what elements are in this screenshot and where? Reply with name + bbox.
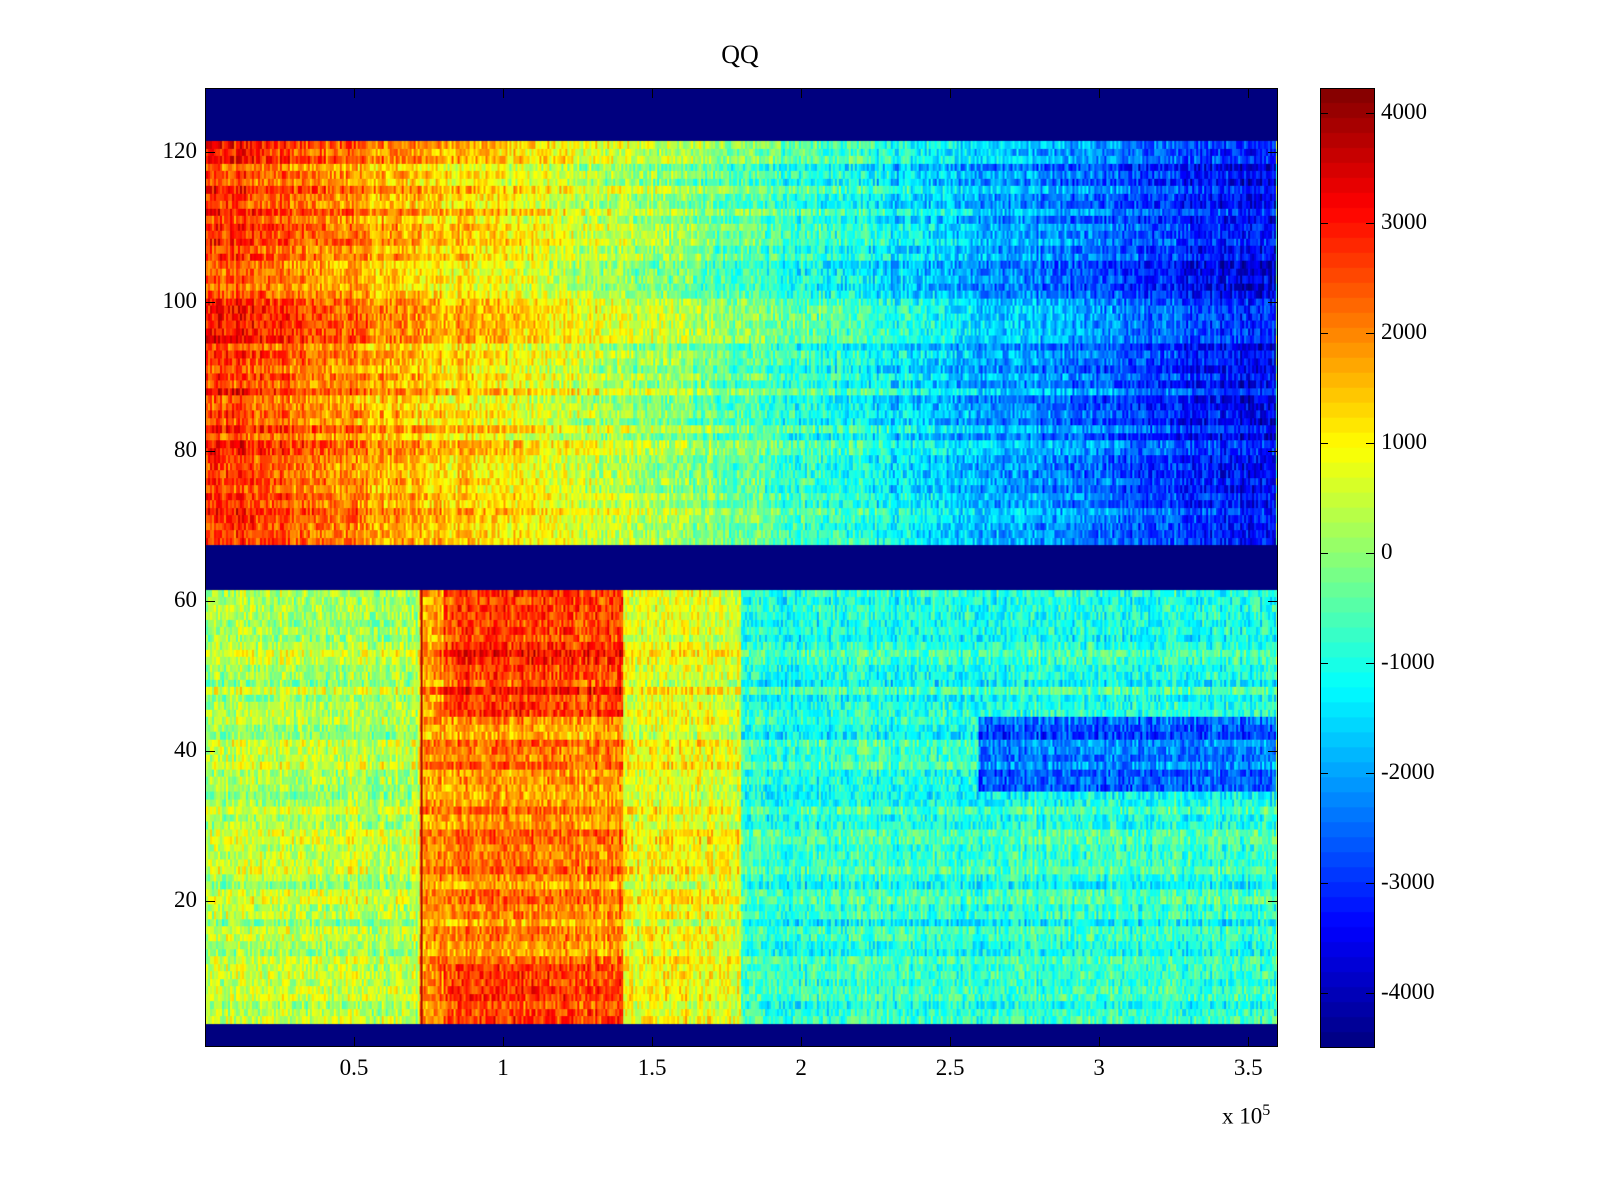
colorbar-tick-mark-right	[1366, 773, 1374, 775]
x-tick-mark-bottom	[1248, 1037, 1250, 1047]
x-tick-mark-top	[652, 88, 654, 98]
x-tick-label: 1.5	[637, 1055, 667, 1080]
x-tick-label: 3.5	[1233, 1055, 1263, 1080]
colorbar-tick-mark-left	[1320, 993, 1328, 995]
y-tick-mark-right	[1268, 151, 1278, 153]
x-tick-label: 0.5	[339, 1055, 369, 1080]
x-tick-mark-top	[801, 88, 803, 98]
colorbar-tick-mark-left	[1320, 333, 1328, 335]
colorbar-tick-label: -4000	[1381, 979, 1435, 1005]
colorbar-tick-label: -1000	[1381, 649, 1435, 675]
colorbar-tick-label: -2000	[1381, 759, 1435, 785]
heatmap-cells	[206, 89, 1277, 1046]
colorbar	[1320, 88, 1375, 1048]
y-tick-label: 20	[174, 886, 197, 912]
x-multiplier-base: x 10	[1222, 1103, 1263, 1129]
y-tick-label: 60	[174, 587, 197, 613]
colorbar-tick-mark-right	[1366, 553, 1374, 555]
colorbar-tick-label: -3000	[1381, 869, 1435, 895]
y-tick-label: 120	[162, 137, 198, 163]
x-axis-multiplier: x 105	[1222, 1102, 1270, 1130]
colorbar-tick-label: 4000	[1381, 99, 1427, 125]
y-tick-mark-left	[205, 751, 215, 753]
colorbar-tick-label: 1000	[1381, 429, 1427, 455]
colorbar-tick-mark-right	[1366, 993, 1374, 995]
colorbar-tick-mark-left	[1320, 223, 1328, 225]
y-tick-mark-right	[1268, 301, 1278, 303]
colorbar-tick-mark-right	[1366, 333, 1374, 335]
y-tick-mark-right	[1268, 900, 1278, 902]
y-tick-label: 40	[174, 737, 197, 763]
colorbar-tick-mark-left	[1320, 883, 1328, 885]
y-tick-mark-left	[205, 301, 215, 303]
x-tick-mark-bottom	[950, 1037, 952, 1047]
y-tick-mark-left	[205, 451, 215, 453]
x-tick-mark-top	[1099, 88, 1101, 98]
colorbar-tick-mark-right	[1366, 223, 1374, 225]
x-tick-mark-bottom	[652, 1037, 654, 1047]
colorbar-tick-mark-right	[1366, 113, 1374, 115]
x-tick-label: 1	[497, 1055, 509, 1080]
y-tick-mark-right	[1268, 601, 1278, 603]
colorbar-tick-mark-right	[1366, 883, 1374, 885]
x-tick-label: 2	[795, 1055, 807, 1080]
colorbar-tick-mark-right	[1366, 663, 1374, 665]
colorbar-tick-label: 3000	[1381, 209, 1427, 235]
colorbar-tick-mark-right	[1366, 443, 1374, 445]
y-tick-mark-right	[1268, 451, 1278, 453]
colorbar-tick-label: 2000	[1381, 319, 1427, 345]
x-tick-mark-top	[1248, 88, 1250, 98]
x-tick-label: 2.5	[935, 1055, 965, 1080]
x-tick-mark-bottom	[354, 1037, 356, 1047]
x-multiplier-exponent: 5	[1262, 1102, 1271, 1119]
colorbar-tick-mark-left	[1320, 773, 1328, 775]
colorbar-tick-mark-left	[1320, 663, 1328, 665]
y-tick-mark-left	[205, 900, 215, 902]
x-tick-mark-top	[354, 88, 356, 98]
x-tick-mark-top	[950, 88, 952, 98]
y-tick-label: 80	[174, 437, 197, 463]
colorbar-tick-mark-left	[1320, 113, 1328, 115]
y-tick-mark-left	[205, 601, 215, 603]
y-tick-mark-left	[205, 151, 215, 153]
y-tick-mark-right	[1268, 751, 1278, 753]
colorbar-gradient	[1321, 89, 1374, 1047]
colorbar-tick-mark-left	[1320, 443, 1328, 445]
colorbar-tick-mark-left	[1320, 553, 1328, 555]
y-tick-label: 100	[162, 287, 198, 313]
x-tick-mark-bottom	[1099, 1037, 1101, 1047]
x-tick-mark-top	[503, 88, 505, 98]
heatmap-plot-area	[205, 88, 1278, 1047]
x-tick-label: 3	[1093, 1055, 1105, 1080]
x-tick-mark-bottom	[503, 1037, 505, 1047]
colorbar-tick-label: 0	[1381, 539, 1393, 565]
chart-title: QQ	[721, 40, 759, 69]
x-tick-mark-bottom	[801, 1037, 803, 1047]
